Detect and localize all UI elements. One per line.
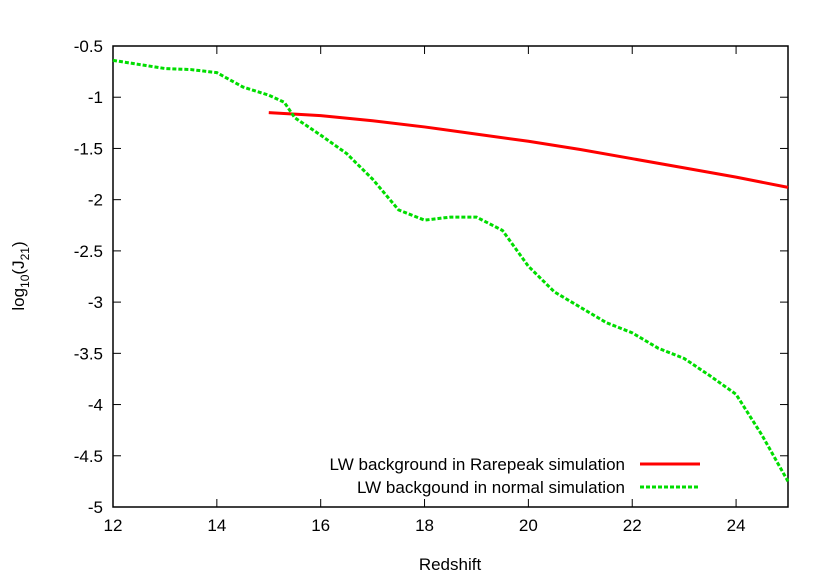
x-tick-label: 20 xyxy=(519,516,538,535)
y-tick-label: -4 xyxy=(88,396,103,415)
y-tick-label: -3 xyxy=(88,293,103,312)
y-label-part: ) xyxy=(9,241,28,247)
y-axis-label: log10(J21) xyxy=(9,241,32,310)
x-axis-label: Redshift xyxy=(419,555,482,574)
y-tick-label: -2 xyxy=(88,191,103,210)
x-tick-label: 24 xyxy=(727,516,746,535)
y-tick-label: -5 xyxy=(88,498,103,517)
x-tick-label: 14 xyxy=(207,516,226,535)
y-tick-label: -0.5 xyxy=(74,37,103,56)
x-tick-label: 18 xyxy=(415,516,434,535)
plot-frame xyxy=(112,45,789,508)
y-tick-label: -3.5 xyxy=(74,344,103,363)
y-label-part: log xyxy=(9,288,28,311)
x-tick-label: 22 xyxy=(623,516,642,535)
legend-label: LW backgound in normal simulation xyxy=(357,478,625,497)
legend-label: LW background in Rarepeak simulation xyxy=(330,455,625,474)
series-line xyxy=(268,111,789,189)
x-tick-label: 12 xyxy=(104,516,123,535)
y-tick-label: -4.5 xyxy=(74,447,103,466)
y-tick-label: -2.5 xyxy=(74,242,103,261)
series-line xyxy=(112,58,790,483)
y-label-part: (J xyxy=(9,260,28,274)
x-tick-label: 16 xyxy=(311,516,330,535)
y-tick-label: -1.5 xyxy=(74,139,103,158)
y-label-part: 21 xyxy=(18,247,32,261)
y-label-part: 10 xyxy=(18,274,32,288)
y-tick-label: -1 xyxy=(88,88,103,107)
